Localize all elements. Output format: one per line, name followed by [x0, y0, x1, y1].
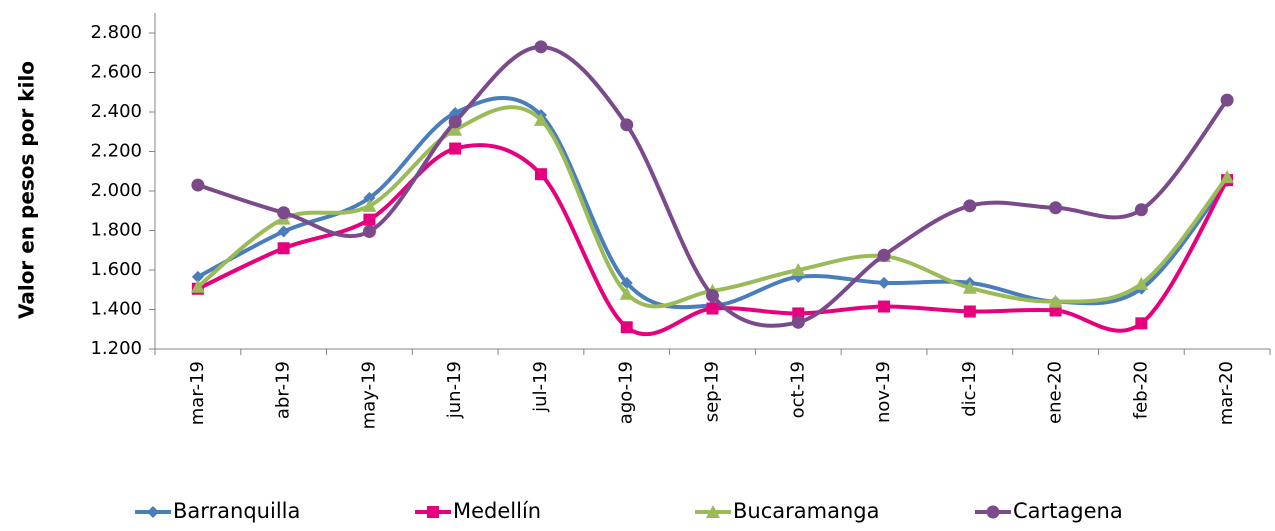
y-tick-label: 2.800	[90, 22, 142, 43]
marker	[363, 213, 376, 226]
marker	[534, 168, 547, 181]
marker	[620, 276, 633, 289]
y-tick-label: 1.800	[90, 220, 142, 241]
marker	[533, 112, 548, 126]
legend-label: Bucaramanga	[733, 499, 879, 523]
marker	[1135, 317, 1148, 330]
x-tick-label: ene-20	[1045, 361, 1066, 424]
y-tick-label: 1.600	[90, 259, 142, 280]
marker	[877, 248, 891, 262]
legend-label: Barranquilla	[173, 499, 300, 523]
x-tick-label: abr-19	[273, 361, 294, 419]
x-tick-label: may-19	[358, 361, 379, 429]
marker	[191, 178, 205, 192]
marker	[706, 505, 720, 518]
y-axis-title: Valor en pesos por kilo	[15, 61, 39, 319]
marker	[1220, 93, 1234, 107]
y-tick-label: 2.000	[90, 180, 142, 201]
marker	[986, 505, 1000, 519]
legend-label: Medellín	[453, 499, 541, 523]
y-tick-label: 2.200	[90, 141, 142, 162]
marker	[277, 206, 291, 220]
marker	[963, 305, 976, 318]
x-tick-label: mar-19	[187, 361, 208, 425]
x-tick-label: mar-20	[1216, 361, 1237, 425]
marker	[1220, 170, 1235, 184]
marker	[363, 191, 376, 204]
marker	[448, 115, 462, 129]
marker	[147, 506, 159, 518]
marker	[1134, 203, 1148, 217]
marker	[791, 263, 806, 276]
marker	[191, 270, 204, 283]
marker	[362, 224, 376, 238]
y-tick-label: 1.400	[90, 299, 142, 320]
marker	[620, 118, 634, 132]
marker	[1049, 201, 1063, 215]
marker	[1048, 294, 1063, 308]
marker	[190, 279, 205, 293]
marker	[706, 289, 719, 303]
x-tick-label: feb-20	[1130, 361, 1151, 419]
marker	[706, 302, 719, 315]
y-tick-label: 2.600	[90, 62, 142, 83]
marker	[963, 199, 977, 213]
marker	[962, 280, 977, 294]
marker	[792, 307, 805, 320]
marker	[620, 321, 633, 334]
marker	[1134, 276, 1149, 290]
marker	[878, 276, 891, 289]
marker	[448, 122, 463, 136]
x-tick-label: nov-19	[873, 361, 894, 423]
marker	[449, 142, 462, 155]
marker	[534, 40, 548, 54]
x-tick-label: oct-19	[787, 361, 808, 418]
x-tick-label: sep-19	[702, 361, 723, 422]
x-tick-label: jul-19	[530, 361, 551, 413]
legend-label: Cartagena	[1013, 499, 1123, 523]
marker	[362, 198, 377, 212]
marker	[277, 242, 290, 255]
marker	[878, 300, 891, 313]
x-tick-label: ago-19	[616, 361, 637, 424]
y-tick-label: 2.400	[90, 101, 142, 122]
marker	[427, 506, 439, 518]
marker	[791, 315, 805, 329]
y-tick-label: 1.200	[90, 338, 142, 359]
x-tick-label: jun-19	[444, 361, 465, 419]
marker	[277, 225, 290, 238]
series-line	[196, 95, 1229, 310]
marker	[619, 286, 634, 300]
x-tick-label: dic-19	[959, 361, 980, 417]
